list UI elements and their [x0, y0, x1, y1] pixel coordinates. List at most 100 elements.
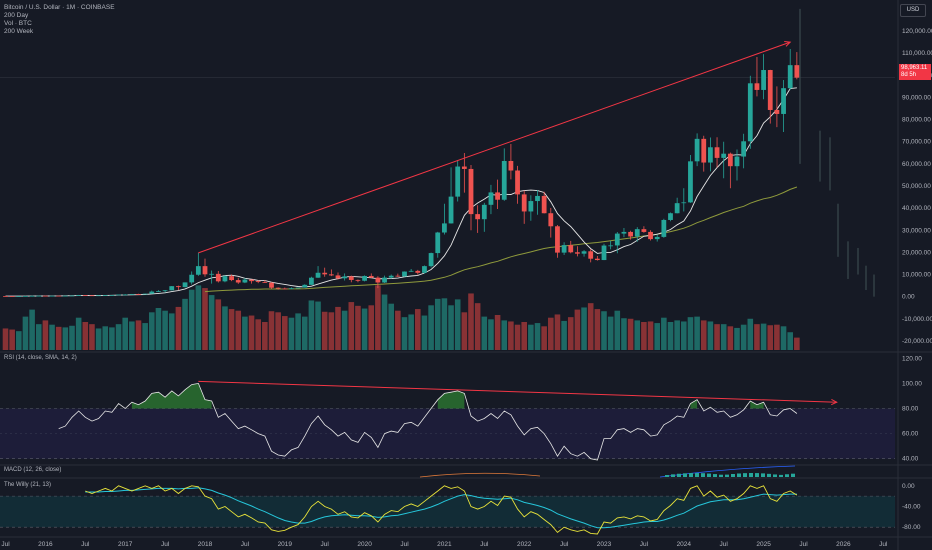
candle-body [36, 295, 42, 297]
macd-histogram-bar [719, 474, 723, 477]
macd-histogram-bar [731, 473, 735, 477]
candle-body [654, 236, 660, 240]
price-trendline-head [784, 40, 792, 47]
volume-bar [255, 319, 261, 350]
volume-bar [760, 323, 767, 350]
volume-bar [388, 303, 394, 350]
macd-histogram-bar [791, 473, 795, 477]
volume-bar [754, 324, 760, 350]
price-tick-label: 70,000.00 [902, 139, 931, 146]
currency-selector[interactable]: USD [900, 4, 926, 17]
volume-bar [548, 317, 554, 350]
candle [195, 252, 201, 276]
time-tick-label: 2026 [836, 541, 851, 548]
volume-bar [2, 328, 9, 350]
volume-bar [195, 285, 202, 350]
time-tick-label: 2016 [38, 541, 53, 548]
volume-bar [794, 337, 800, 350]
volume-bar [49, 324, 55, 350]
candle-body [528, 201, 534, 212]
candle [176, 285, 181, 291]
rsi-trendline-head [831, 398, 838, 406]
price-tick-label: -10,000.00 [902, 316, 932, 323]
candle-body [747, 83, 753, 142]
volume-bar [129, 321, 135, 350]
candle [674, 197, 680, 214]
candle [395, 273, 401, 277]
candle-body [56, 295, 62, 297]
candle [461, 153, 467, 193]
candle-body [102, 295, 108, 296]
price-tick-label: 90,000.00 [902, 94, 931, 101]
candle-body [16, 296, 22, 297]
candle [62, 295, 68, 297]
candle [541, 191, 547, 214]
price-tick-label: 0.00 [902, 294, 915, 301]
volume-bar [248, 315, 255, 350]
candle [754, 56, 760, 97]
candle [16, 296, 22, 297]
candle [628, 230, 633, 240]
volume-bar [574, 309, 581, 350]
candle-body [149, 291, 155, 294]
candle-body [402, 271, 407, 277]
candle [255, 280, 261, 284]
candle [69, 295, 75, 297]
bar-countdown: 8d 5h [901, 72, 917, 78]
volume-bar [627, 318, 634, 350]
volume-bar [468, 293, 474, 350]
candle [382, 275, 387, 283]
rsi-overbought-fill [690, 399, 698, 409]
candle [548, 207, 554, 238]
volume-bar [401, 317, 408, 350]
candle [501, 148, 507, 201]
candle-body [794, 65, 800, 78]
macd-histogram-bar [737, 473, 741, 477]
price-tick-label: 20,000.00 [902, 249, 931, 256]
time-tick-label: 2023 [597, 541, 612, 548]
candle [668, 212, 673, 222]
macd-histogram-bar [695, 473, 699, 477]
candle-body [721, 153, 727, 158]
volume-bar [162, 310, 168, 350]
price-tick-label: -20,000.00 [902, 338, 932, 345]
volume-bar [335, 306, 341, 350]
candle [774, 86, 780, 128]
candle-body [249, 279, 254, 282]
candle [727, 152, 733, 189]
volume-bar [774, 324, 780, 350]
volume-bar [341, 310, 348, 350]
rsi-tick-label: 60.00 [902, 431, 919, 438]
candle-body [661, 219, 667, 237]
volume-bar [69, 325, 75, 350]
candle-body [169, 286, 175, 291]
volume-bar [521, 322, 527, 350]
candle-body [628, 231, 633, 237]
volume-bar [441, 298, 448, 350]
volume-bar [16, 331, 22, 350]
chart-title: Bitcoin / U.S. Dollar · 1M · COINBASE [4, 4, 115, 11]
candle [96, 295, 101, 297]
volume-bar [554, 314, 561, 350]
candle-body [774, 109, 780, 114]
candle [235, 277, 241, 284]
candle-body [415, 270, 421, 273]
legend-200-week: 200 Week [4, 28, 34, 35]
candle [348, 275, 354, 283]
time-tick-label: Jul [879, 541, 888, 548]
volume-bar [694, 316, 700, 350]
candle [242, 277, 248, 284]
volume-bar [115, 324, 122, 350]
candle [435, 231, 441, 258]
candle [588, 249, 594, 263]
candle-body [521, 194, 527, 212]
willy-tick-label: -80.00 [902, 524, 921, 531]
volume-bar [734, 327, 740, 350]
candle-body [714, 147, 720, 158]
candle-body [129, 294, 135, 295]
candle-body [741, 141, 747, 157]
candle-body [275, 287, 281, 289]
candle-body [362, 275, 367, 281]
macd-line [659, 465, 796, 478]
